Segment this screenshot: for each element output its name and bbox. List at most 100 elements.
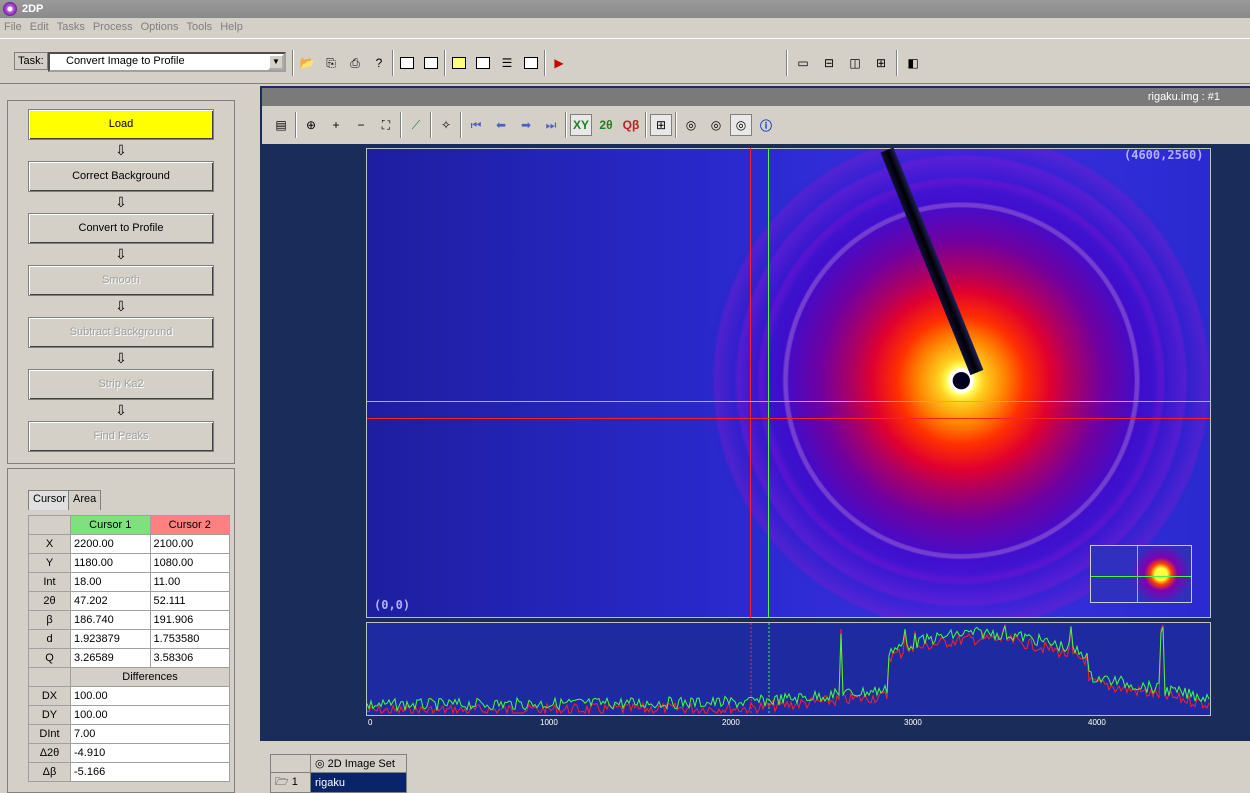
row-label: DX <box>28 686 71 706</box>
open-folder-icon[interactable]: 📂 <box>299 56 315 70</box>
panel-toggle-icon[interactable]: ◧ <box>907 56 919 70</box>
line-tool-icon[interactable]: ⟋ <box>411 117 421 132</box>
cursor2-vertical-line[interactable] <box>750 148 751 618</box>
toolbar-separator <box>460 112 462 138</box>
last-frame-icon[interactable]: ⏭ <box>545 117 557 132</box>
menu-options[interactable]: Options <box>140 21 179 33</box>
convert-to-profile-button[interactable]: Convert to Profile <box>28 213 214 244</box>
load-button[interactable]: Load <box>28 109 214 140</box>
image-thumbnail[interactable] <box>1090 545 1192 603</box>
cursor2-header: Cursor 2 <box>149 515 230 535</box>
toolbar-separator <box>392 50 394 76</box>
cursor1-horizontal-line[interactable] <box>367 401 1210 402</box>
menu-process[interactable]: Process <box>92 21 133 33</box>
tab-area[interactable]: Area <box>68 490 102 510</box>
profile-view-icon[interactable] <box>448 52 470 74</box>
layout-quad-icon[interactable]: ⊞ <box>875 56 887 70</box>
image-set-item[interactable]: rigaku <box>310 772 407 793</box>
crosshair-icon[interactable]: ⊞ <box>650 114 672 136</box>
table-header-row: ◎ 2D Image Set <box>270 754 407 773</box>
table-row: DY 100.00 <box>28 705 230 725</box>
subtract-background-button[interactable]: Subtract Background <box>28 317 214 348</box>
task-select[interactable]: Convert Image to Profile ▼ <box>48 52 286 72</box>
layout-vertical-icon[interactable]: ◫ <box>849 56 861 70</box>
q-beta-icon[interactable]: Qβ <box>622 118 640 132</box>
view-grid-icon[interactable] <box>396 52 418 74</box>
toolbar-separator <box>544 50 546 76</box>
profile-plot[interactable] <box>366 622 1211 716</box>
zoom-out-icon[interactable]: − <box>357 118 365 132</box>
two-theta-beta-icon[interactable]: 2θ <box>599 118 613 132</box>
table-row: Y 1180.00 1080.00 <box>28 553 230 573</box>
cursor2-horizontal-line[interactable] <box>367 418 1210 419</box>
thumbnail-vline <box>1137 546 1138 602</box>
help-icon[interactable]: ? <box>375 56 383 70</box>
edit-view-icon[interactable] <box>520 52 542 74</box>
coord-top-right: (4600,2560) <box>1124 148 1204 162</box>
chevron-down-icon[interactable]: ▼ <box>268 54 284 70</box>
diffraction-image[interactable] <box>366 148 1211 618</box>
table-row[interactable]: 🗁 1 rigaku <box>270 772 407 793</box>
copy-icon[interactable]: ⎘ <box>326 55 336 70</box>
marker-icon[interactable]: ▶ <box>554 56 564 70</box>
task-label: Task: <box>14 52 48 70</box>
list-view-icon[interactable]: ☰ <box>501 56 513 70</box>
properties-icon[interactable]: ▤ <box>275 118 287 132</box>
toolbar-separator <box>896 50 898 76</box>
zoom-fit-icon[interactable]: ⛶ <box>381 117 391 132</box>
xy-mode-icon[interactable]: XY <box>570 114 592 136</box>
toolbar-separator <box>645 112 647 138</box>
info-icon[interactable]: ⓘ <box>759 118 772 133</box>
table-row: DX 100.00 <box>28 686 230 706</box>
menu-edit[interactable]: Edit <box>29 21 49 33</box>
row-label: Int <box>28 572 71 592</box>
strip-ka2-button[interactable]: Strip Ka2 <box>28 369 214 400</box>
profile-svg <box>366 623 1210 715</box>
tab-cursor[interactable]: Cursor <box>28 490 72 510</box>
menu-file[interactable]: File <box>4 21 22 33</box>
table-row: Δβ -5.166 <box>28 762 230 782</box>
table-corner <box>28 515 71 535</box>
differences-header: Differences <box>70 667 230 687</box>
ring-overlay-icon[interactable]: ◎ <box>710 118 722 132</box>
ring-view-icon[interactable]: ◎ <box>685 118 697 132</box>
zoom-region-icon[interactable]: ⊕ <box>305 118 317 132</box>
print-icon[interactable]: ⎙ <box>350 55 360 70</box>
cursor2-value: 1080.00 <box>149 553 230 573</box>
menu-tools[interactable]: Tools <box>186 21 213 33</box>
cursor1-value: 1180.00 <box>70 553 151 573</box>
row-label: Δ2θ <box>28 743 71 763</box>
table-row: β 186.740 191.906 <box>28 610 230 630</box>
arrow-down-icon: ⇩ <box>115 298 127 314</box>
layout-single-icon[interactable]: ▭ <box>797 56 809 70</box>
task-select-value: Convert Image to Profile <box>66 55 185 67</box>
arrow-down-icon: ⇩ <box>115 194 127 210</box>
zoom-in-icon[interactable]: + <box>332 118 340 132</box>
peaks-view-icon[interactable] <box>472 52 494 74</box>
smooth-button[interactable]: Smooth <box>28 265 214 296</box>
image-set-table: ◎ 2D Image Set 🗁 1 rigaku <box>270 754 407 793</box>
cursor2-value: 3.58306 <box>149 648 230 668</box>
first-frame-icon[interactable]: ⏮ <box>470 117 482 132</box>
find-peaks-button[interactable]: Find Peaks <box>28 421 214 452</box>
image-tools: ▤ ⊕ + − ⛶ ⟋ ✧ ⏮ ⬅ ➡ ⏭ XY 2θ Qβ ⊞ ◎ ◎ ◎ ⓘ <box>270 112 777 138</box>
profile-green-trace <box>366 625 1210 713</box>
cursor2-value: 191.906 <box>149 610 230 630</box>
menu-help[interactable]: Help <box>220 21 243 33</box>
cursor1-header: Cursor 1 <box>70 515 151 535</box>
cursor1-vertical-line[interactable] <box>768 148 769 618</box>
file-tools: 📂 ⎘ ⎙ ? ☰ ▶ <box>292 50 570 76</box>
table-row: Int 18.00 11.00 <box>28 572 230 592</box>
toolbar-separator <box>444 50 446 76</box>
view-split-icon[interactable] <box>420 52 442 74</box>
magic-wand-icon[interactable]: ✧ <box>440 118 452 132</box>
correct-background-button[interactable]: Correct Background <box>28 161 214 192</box>
layout-horizontal-icon[interactable]: ⊟ <box>823 56 835 70</box>
row-label: d <box>28 629 71 649</box>
prev-frame-icon[interactable]: ⬅ <box>495 118 507 132</box>
cursor1-value: 47.202 <box>70 591 151 611</box>
next-frame-icon[interactable]: ➡ <box>520 118 532 132</box>
image-set-header[interactable]: ◎ 2D Image Set <box>310 754 407 773</box>
menu-tasks[interactable]: Tasks <box>56 21 85 33</box>
ring-grid-icon[interactable]: ◎ <box>730 114 752 136</box>
